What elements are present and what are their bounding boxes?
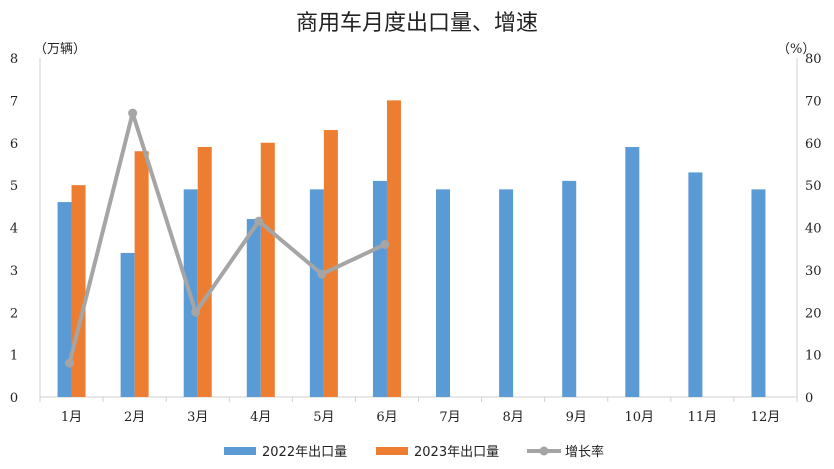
x-tick-label: 3月 (187, 410, 208, 425)
y2-tick-label: 50 (805, 179, 822, 194)
y-tick-label: 7 (10, 94, 18, 109)
x-tick-label: 2月 (124, 410, 145, 425)
x-tick-label: 12月 (751, 410, 781, 425)
growth-rate-point (380, 239, 390, 249)
bar-2023 (386, 100, 401, 397)
legend-marker (539, 446, 549, 456)
growth-rate-line (67, 111, 386, 364)
bar-2022 (120, 252, 135, 397)
growth-line-layer (65, 108, 390, 368)
bar-2023 (260, 142, 275, 397)
y-tick-label: 2 (10, 306, 18, 321)
y2-tick-label: 30 (805, 264, 822, 279)
y-tick-label: 4 (10, 222, 18, 237)
y2-tick-label: 10 (805, 349, 822, 364)
x-tick-label: 11月 (688, 410, 718, 425)
y-tick-label: 6 (10, 137, 18, 152)
x-tick-label: 5月 (313, 410, 334, 425)
bar-2022 (688, 172, 703, 397)
y2-tick-label: 80 (805, 52, 822, 67)
y2-tick-label: 20 (805, 306, 822, 321)
legend-swatch (376, 447, 408, 455)
bar-2022 (625, 146, 640, 397)
x-tick-label: 1月 (61, 410, 82, 425)
bar-2023 (323, 130, 338, 397)
y2-tick-label: 70 (805, 94, 822, 109)
bar-2022 (309, 189, 324, 397)
bar-2022 (562, 180, 577, 397)
y2-tick-label: 0 (805, 391, 813, 406)
bar-2022 (751, 189, 766, 397)
y2-tick-label: 40 (805, 222, 822, 237)
legend-swatch (224, 447, 256, 455)
bar-2023 (197, 146, 212, 397)
bar-2022 (246, 219, 261, 397)
bar-2022 (499, 189, 514, 397)
bar-2022 (57, 202, 72, 397)
legend: 2022年出口量 2023年出口量 增长率 (224, 444, 604, 460)
bar-2022 (372, 180, 387, 397)
bar-2023 (134, 151, 149, 397)
bar-2023 (71, 185, 86, 397)
chart-title: 商用车月度出口量、增速 (296, 11, 538, 36)
axes (39, 58, 798, 402)
legend-label: 增长率 (565, 444, 604, 460)
y2-tick-label: 60 (805, 137, 822, 152)
growth-rate-point (254, 216, 264, 226)
x-tick-label: 9月 (566, 410, 587, 425)
x-tick-label: 4月 (250, 410, 271, 425)
growth-rate-point (317, 269, 327, 279)
bars (57, 100, 766, 397)
growth-rate-point (128, 108, 138, 118)
x-tick-label: 8月 (502, 410, 523, 425)
bar-2022 (436, 189, 451, 397)
y-tick-label: 8 (10, 52, 18, 67)
y-tick-label: 5 (10, 179, 18, 194)
legend-label: 2022年出口量 (262, 445, 347, 460)
y-tick-label: 1 (10, 349, 18, 364)
growth-rate-point (65, 358, 75, 368)
legend-label: 2023年出口量 (414, 445, 499, 460)
growth-rate-point (191, 307, 201, 317)
right-axis-unit: （%） (777, 42, 815, 57)
y-tick-label: 3 (10, 264, 18, 279)
x-tick-label: 6月 (376, 410, 397, 425)
x-tick-label: 10月 (625, 410, 655, 425)
x-tick-label: 7月 (439, 410, 460, 425)
y-tick-label: 0 (10, 391, 18, 406)
left-axis-unit: （万辆） (34, 42, 86, 57)
